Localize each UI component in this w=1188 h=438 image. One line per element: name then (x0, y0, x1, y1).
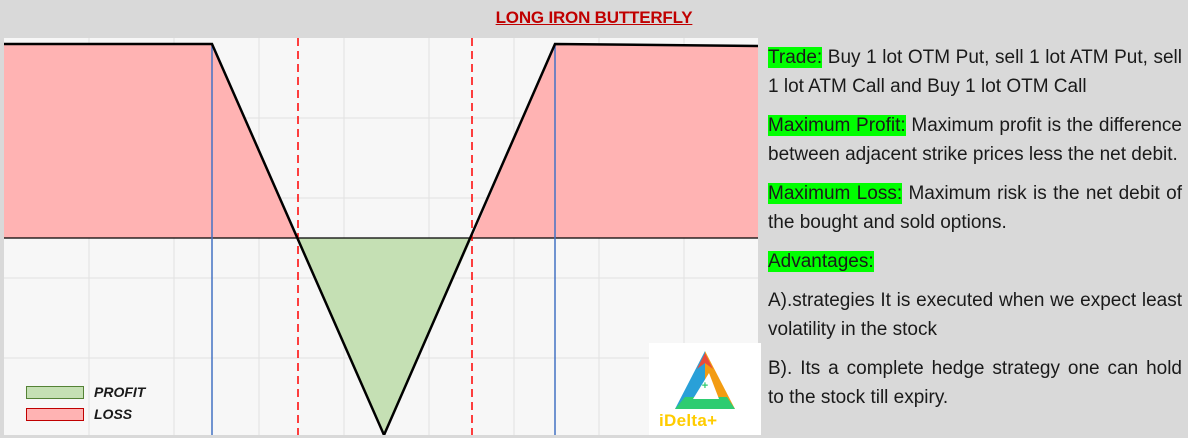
max-profit-heading: Maximum Profit: (768, 115, 906, 136)
loss-swatch (26, 407, 84, 421)
logo-text: iDelta+ (659, 411, 718, 430)
idelta-logo: + iDelta+ (649, 343, 761, 435)
svg-text:+: + (702, 380, 708, 392)
advantage-item-a: A).strategies It is executed when we exp… (768, 290, 1182, 340)
loss-region-left (4, 44, 298, 238)
max-loss-text: Maximum risk is the net debit of the bou… (768, 183, 1183, 233)
loss-region-right (472, 44, 758, 238)
advantage-item-b: B). Its a complete hedge strategy one ca… (768, 358, 1182, 408)
delta-logo-icon: + (675, 351, 735, 409)
advantages-section: Advantages: (768, 247, 1182, 276)
legend: PROFIT LOSS (26, 381, 145, 425)
payoff-diagram: PROFIT LOSS + iDelta+ (4, 38, 761, 435)
legend-profit-label: PROFIT (94, 384, 146, 400)
payoff-line (4, 42, 758, 435)
strategy-description: Trade: Buy 1 lot OTM Put, sell 1 lot ATM… (768, 43, 1182, 422)
trade-section: Trade: Buy 1 lot OTM Put, sell 1 lot ATM… (768, 43, 1182, 101)
max-profit-section: Maximum Profit: Maximum profit is the di… (768, 111, 1182, 169)
legend-item-loss: LOSS (26, 403, 145, 425)
legend-loss-label: LOSS (94, 406, 133, 422)
max-loss-heading: Maximum Loss: (768, 183, 903, 204)
profit-region (298, 238, 472, 435)
legend-item-profit: PROFIT (26, 381, 145, 403)
payoff-svg (4, 38, 758, 435)
trade-text: Buy 1 lot OTM Put, sell 1 lot ATM Put, s… (768, 47, 1182, 97)
trade-heading: Trade: (768, 47, 823, 68)
page-title: LONG IRON BUTTERFLY (495, 8, 693, 27)
max-loss-section: Maximum Loss: Maximum risk is the net de… (768, 179, 1182, 237)
profit-swatch (26, 385, 84, 399)
advantages-heading: Advantages: (768, 251, 874, 272)
max-profit-text: Maximum profit is the difference between… (768, 115, 1182, 165)
